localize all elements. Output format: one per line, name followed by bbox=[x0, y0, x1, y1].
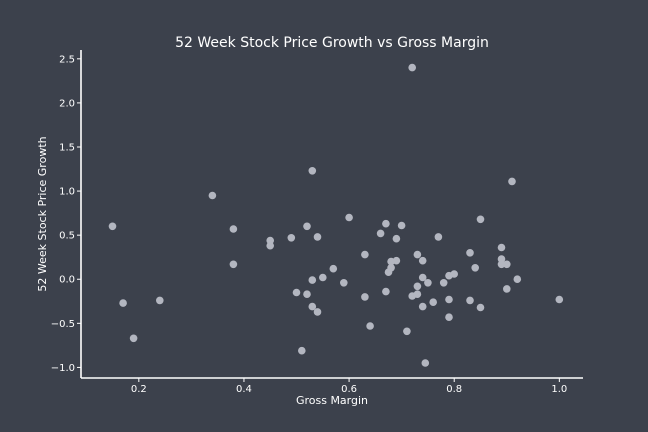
data-point-33 bbox=[392, 256, 401, 265]
data-point-56 bbox=[476, 215, 485, 224]
data-point-44 bbox=[421, 359, 430, 367]
data-point-19 bbox=[319, 273, 327, 282]
data-point-23 bbox=[361, 250, 369, 259]
data-point-26 bbox=[376, 229, 385, 238]
data-point-41 bbox=[418, 256, 427, 265]
data-point-11 bbox=[298, 346, 306, 355]
y-tick-label: 1.5 bbox=[59, 142, 75, 153]
data-point-3 bbox=[156, 296, 164, 305]
data-point-43 bbox=[418, 302, 427, 311]
data-point-51 bbox=[445, 313, 453, 322]
chart-title: 52 Week Stock Price Growth vs Gross Marg… bbox=[175, 35, 489, 51]
data-point-0 bbox=[108, 222, 117, 231]
y-axis-label: 52 Week Stock Price Growth bbox=[36, 136, 49, 291]
data-point-54 bbox=[466, 296, 474, 305]
data-point-10 bbox=[292, 288, 301, 297]
data-point-15 bbox=[308, 302, 317, 311]
data-point-6 bbox=[229, 260, 238, 269]
data-point-4 bbox=[208, 191, 217, 200]
y-tick-label: 0.5 bbox=[59, 231, 75, 242]
data-point-63 bbox=[508, 177, 516, 186]
data-point-40 bbox=[413, 282, 422, 291]
data-point-47 bbox=[434, 233, 443, 241]
y-tick-label: −1.0 bbox=[51, 363, 75, 374]
data-point-30 bbox=[387, 264, 395, 272]
data-point-39 bbox=[413, 290, 422, 299]
data-point-62 bbox=[503, 260, 511, 269]
data-point-35 bbox=[403, 327, 411, 336]
y-axis-ticks: −1.0 −0.5 0.0 0.5 1.0 1.5 2.0 2.5 bbox=[51, 54, 81, 374]
x-tick-label: 0.4 bbox=[236, 384, 252, 395]
data-point-7 bbox=[266, 236, 275, 245]
data-point-48 bbox=[439, 279, 448, 287]
data-point-16 bbox=[308, 276, 317, 284]
data-point-9 bbox=[287, 234, 296, 242]
data-point-52 bbox=[450, 270, 459, 278]
data-point-59 bbox=[497, 255, 506, 263]
x-axis-label: Gross Margin bbox=[296, 394, 368, 407]
y-tick-label: −0.5 bbox=[51, 319, 75, 330]
data-point-27 bbox=[382, 219, 390, 228]
data-point-20 bbox=[329, 264, 338, 273]
y-tick-label: 1.0 bbox=[59, 187, 75, 198]
data-point-45 bbox=[424, 279, 432, 287]
data-point-36 bbox=[408, 63, 417, 72]
data-point-32 bbox=[392, 234, 401, 243]
data-point-25 bbox=[366, 322, 374, 330]
x-axis-ticks: 0.2 0.4 0.6 0.8 1.0 bbox=[131, 378, 567, 395]
data-point-8 bbox=[266, 241, 275, 250]
data-point-2 bbox=[129, 334, 138, 343]
data-point-57 bbox=[476, 303, 485, 312]
y-tick-label: 2.0 bbox=[59, 98, 75, 109]
data-point-13 bbox=[303, 290, 311, 299]
x-tick-label: 0.8 bbox=[446, 384, 462, 395]
data-point-1 bbox=[119, 299, 127, 307]
data-points bbox=[108, 63, 564, 367]
data-point-46 bbox=[429, 298, 438, 307]
data-point-24 bbox=[361, 293, 369, 301]
data-point-14 bbox=[308, 167, 317, 175]
x-tick-label: 1.0 bbox=[551, 384, 567, 395]
data-point-64 bbox=[513, 275, 522, 284]
data-point-21 bbox=[340, 279, 348, 287]
data-point-42 bbox=[418, 273, 427, 282]
x-tick-label: 0.2 bbox=[131, 384, 147, 395]
data-point-12 bbox=[303, 222, 311, 231]
data-point-5 bbox=[229, 225, 238, 233]
data-point-28 bbox=[382, 287, 390, 296]
data-point-61 bbox=[503, 285, 511, 293]
y-tick-label: 2.5 bbox=[59, 54, 75, 65]
data-point-18 bbox=[313, 308, 322, 316]
data-point-22 bbox=[345, 213, 353, 222]
data-point-55 bbox=[471, 264, 480, 272]
data-point-50 bbox=[445, 295, 453, 304]
data-point-34 bbox=[397, 221, 406, 230]
data-point-60 bbox=[497, 260, 506, 269]
data-point-38 bbox=[413, 250, 422, 259]
data-point-65 bbox=[555, 295, 564, 304]
data-point-58 bbox=[497, 243, 506, 252]
x-tick-label: 0.6 bbox=[341, 384, 357, 395]
data-point-53 bbox=[466, 249, 474, 257]
data-point-17 bbox=[313, 233, 322, 241]
y-tick-label: 0.0 bbox=[59, 275, 75, 286]
